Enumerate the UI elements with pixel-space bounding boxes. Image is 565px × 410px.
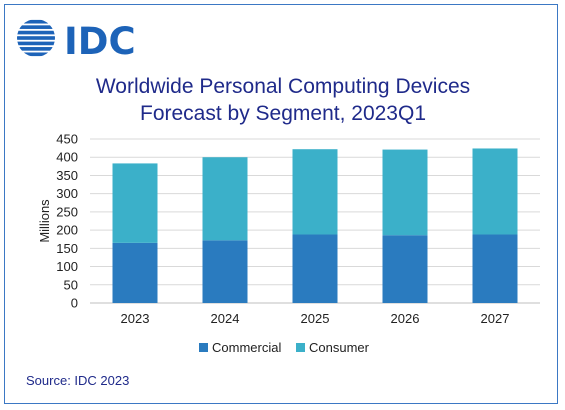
chart-title-line-2: Forecast by Segment, 2023Q1 [140, 102, 426, 125]
x-tick-label: 2027 [481, 311, 510, 326]
bar-consumer-2026 [382, 149, 428, 236]
y-tick-label: 50 [64, 277, 78, 292]
x-tick-label: 2026 [391, 311, 420, 326]
legend-label-commercial: Commercial [212, 340, 281, 355]
bar-consumer-2023 [112, 163, 158, 243]
legend-swatch-consumer [296, 343, 305, 352]
bar-consumer-2024 [202, 157, 248, 241]
bar-commercial-2027 [472, 234, 518, 303]
y-tick-label: 150 [56, 241, 78, 256]
y-tick-label: 100 [56, 259, 78, 274]
legend-label-consumer: Consumer [309, 340, 370, 355]
source-note: Source: IDC 2023 [26, 373, 130, 388]
x-tick-label: 2025 [301, 311, 330, 326]
chart-frame [4, 4, 558, 404]
logo-text: IDC [64, 20, 136, 63]
bar-commercial-2026 [382, 235, 428, 303]
x-tick-label: 2023 [121, 311, 150, 326]
y-tick-label: 0 [71, 296, 78, 311]
bar-consumer-2025 [292, 149, 338, 235]
bar-commercial-2023 [112, 242, 158, 303]
y-tick-label: 450 [56, 132, 78, 147]
legend-swatch-commercial [199, 343, 208, 352]
idc-logo: IDC [17, 19, 136, 63]
y-tick-label: 250 [56, 204, 78, 219]
logo-globe-icon [17, 19, 55, 57]
bar-consumer-2027 [472, 148, 518, 235]
y-tick-label: 350 [56, 168, 78, 183]
x-tick-label: 2024 [211, 311, 240, 326]
y-tick-label: 300 [56, 186, 78, 201]
bar-commercial-2024 [202, 240, 248, 303]
chart-title-line-1: Worldwide Personal Computing Devices [96, 75, 470, 98]
y-axis-label: Millions [37, 199, 52, 243]
y-tick-label: 200 [56, 223, 78, 238]
y-tick-label: 400 [56, 150, 78, 165]
bar-commercial-2025 [292, 234, 338, 303]
